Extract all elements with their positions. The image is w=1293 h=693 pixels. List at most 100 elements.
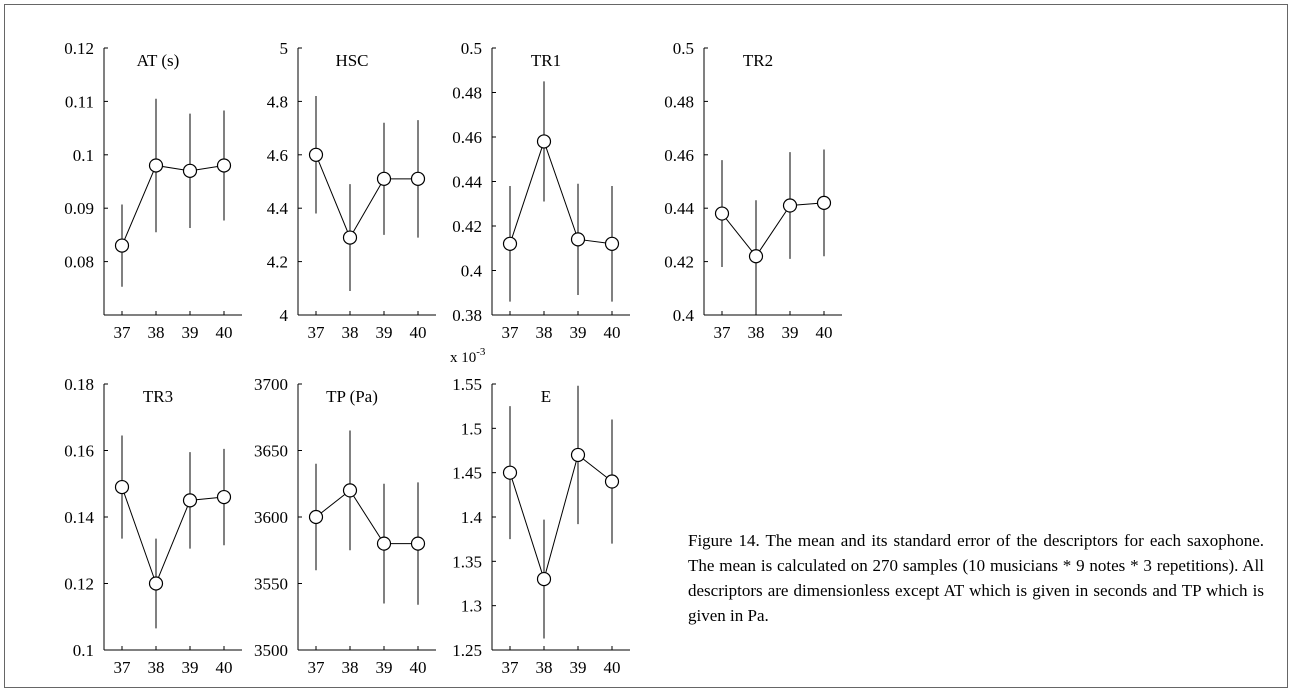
- subplot-title: E: [541, 387, 551, 406]
- mean-marker: [148, 158, 164, 173]
- y-tick-label: 0.16: [64, 442, 94, 461]
- mean-marker: [308, 509, 324, 525]
- x-tick-label: 40: [216, 658, 233, 677]
- x-tick-label: 37: [114, 323, 132, 342]
- x-tick-label: 37: [308, 323, 326, 342]
- y-tick-label: 0.38: [452, 306, 482, 325]
- x-tick-label: 40: [604, 658, 621, 677]
- mean-line: [509, 454, 613, 581]
- subplot-title: TP (Pa): [326, 387, 378, 406]
- x-tick-label: 38: [748, 323, 765, 342]
- mean-marker: [536, 571, 552, 587]
- mean-marker: [376, 171, 392, 186]
- mean-marker: [748, 249, 764, 264]
- y-tick-label: 0.42: [452, 217, 482, 236]
- x-tick-label: 38: [342, 323, 359, 342]
- y-tick-label: 1.4: [461, 508, 483, 527]
- x-tick-label: 38: [148, 658, 165, 677]
- mean-marker: [604, 236, 620, 251]
- x-tick-label: 39: [782, 323, 799, 342]
- y-tick-label: 3600: [254, 508, 288, 527]
- mean-marker: [308, 147, 324, 162]
- y-tick-label: 0.4: [673, 306, 695, 325]
- mean-marker: [816, 195, 832, 210]
- x-tick-label: 38: [536, 323, 553, 342]
- mean-line: [509, 139, 613, 245]
- mean-marker: [714, 206, 730, 221]
- mean-line: [121, 486, 225, 585]
- y-tick-label: 3650: [254, 442, 288, 461]
- exponent-label: x 10-3: [450, 346, 486, 366]
- mean-marker: [342, 483, 358, 498]
- y-tick-label: 1.55: [452, 375, 482, 394]
- y-tick-label: 0.12: [64, 39, 94, 58]
- y-tick-label: 0.14: [64, 508, 94, 527]
- subplot-2: 4 4.2 4.4 4.6 4.8 5 37 38 39 40 HSC: [267, 39, 436, 342]
- x-tick-label: 38: [148, 323, 165, 342]
- y-tick-label: 4: [280, 306, 289, 325]
- x-tick-label: 39: [376, 658, 393, 677]
- mean-marker: [342, 230, 358, 245]
- x-tick-label: 39: [570, 323, 587, 342]
- subplot-title: HSC: [335, 51, 368, 70]
- x-tick-label: 39: [182, 323, 199, 342]
- mean-marker: [114, 238, 130, 253]
- y-tick-label: 1.25: [452, 641, 482, 660]
- subplot-6: 3500 3550 3600 3650 3700 37 38 39 40 TP (Pa): [254, 375, 436, 677]
- subplot-1: 0.08 0.09 0.1 0.11 0.12 37 38 39 40 AT (s): [64, 39, 242, 342]
- subplot-7: 1.25 1.3 1.35 1.4 1.45 1.5 1.55 37 38 39 40 Ex 10-3: [450, 346, 630, 677]
- x-tick-label: 39: [570, 658, 587, 677]
- y-tick-label: 0.1: [73, 641, 94, 660]
- x-tick-label: 37: [308, 658, 326, 677]
- mean-line: [121, 164, 225, 246]
- y-tick-label: 0.46: [452, 128, 482, 147]
- x-tick-label: 40: [216, 323, 233, 342]
- y-tick-label: 1.5: [461, 419, 482, 438]
- x-tick-label: 37: [714, 323, 732, 342]
- y-tick-label: 1.35: [452, 552, 482, 571]
- x-tick-label: 40: [816, 323, 833, 342]
- y-tick-label: 0.46: [664, 146, 694, 165]
- subplot-5: 0.1 0.12 0.14 0.16 0.18 37 38 39 40 TR3: [64, 375, 242, 677]
- mean-marker: [114, 479, 130, 495]
- mean-marker: [376, 536, 392, 551]
- y-tick-label: 4.8: [267, 92, 288, 111]
- y-tick-label: 3550: [254, 575, 288, 594]
- y-tick-label: 0.11: [65, 92, 94, 111]
- y-tick-label: 0.5: [461, 39, 482, 58]
- y-tick-label: 4.2: [267, 253, 288, 272]
- y-tick-label: 1.45: [452, 464, 482, 483]
- y-tick-label: 0.1: [73, 146, 94, 165]
- mean-marker: [502, 465, 518, 480]
- x-tick-label: 38: [342, 658, 359, 677]
- y-tick-label: 3500: [254, 641, 288, 660]
- y-tick-label: 0.44: [664, 199, 694, 218]
- mean-marker: [410, 171, 426, 186]
- exponent-power: -3: [476, 346, 486, 358]
- y-tick-label: 0.44: [452, 173, 482, 192]
- y-tick-label: 1.3: [461, 597, 482, 616]
- mean-line: [721, 202, 825, 258]
- x-tick-label: 40: [410, 658, 427, 677]
- mean-line: [315, 489, 418, 545]
- x-tick-label: 40: [604, 323, 621, 342]
- x-tick-label: 37: [502, 323, 520, 342]
- x-tick-label: 39: [376, 323, 393, 342]
- y-tick-label: 0.42: [664, 253, 694, 272]
- subplot-3: 0.38 0.4 0.42 0.44 0.46 0.48 0.5 37 38 39 40 TR1: [452, 39, 630, 342]
- y-tick-label: 0.4: [461, 262, 483, 281]
- y-tick-label: 0.18: [64, 375, 94, 394]
- x-tick-label: 38: [536, 658, 553, 677]
- mean-marker: [216, 489, 232, 505]
- y-tick-label: 4.4: [267, 199, 289, 218]
- mean-marker: [182, 163, 198, 178]
- y-tick-label: 0.5: [673, 39, 694, 58]
- mean-marker: [148, 576, 164, 591]
- subplot-title: TR3: [143, 387, 173, 406]
- x-tick-label: 39: [182, 658, 199, 677]
- subplot-title: AT (s): [137, 51, 180, 70]
- mean-marker: [570, 447, 586, 463]
- mean-marker: [410, 536, 426, 551]
- subplot-4: 0.4 0.42 0.44 0.46 0.48 0.5 37 38 39 40 TR2: [664, 39, 842, 342]
